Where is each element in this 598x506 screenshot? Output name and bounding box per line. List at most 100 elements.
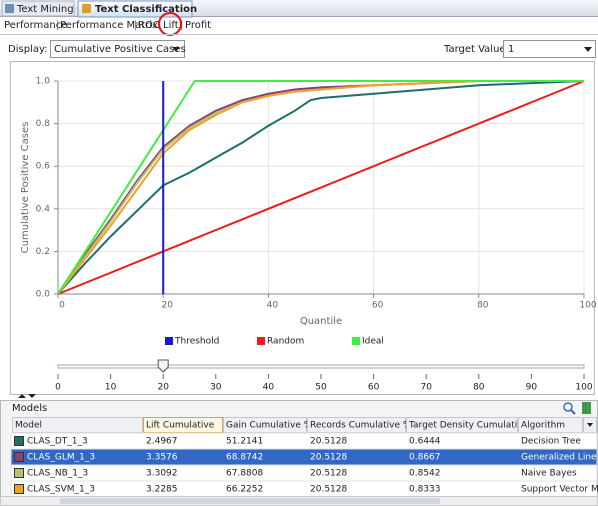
- table-cell: CLAS_GLM_1_3: [27, 453, 95, 463]
- target-dropdown[interactable]: [503, 40, 596, 58]
- slider-tick-label: 20: [157, 383, 169, 393]
- column-header-label[interactable]: Target Density Cumulative: [408, 421, 529, 431]
- subtab[interactable]: ROC: [138, 20, 160, 31]
- legend-swatch: [257, 337, 265, 345]
- splitter-arrows[interactable]: [18, 394, 36, 398]
- column-header-label[interactable]: Model: [15, 421, 42, 431]
- column-header-label[interactable]: Lift Cumulative: [146, 421, 215, 431]
- y-tick-label: 0.2: [36, 247, 50, 257]
- search-icon-handle: [570, 409, 576, 415]
- series-line: [57, 80, 584, 295]
- slider-tick-label: 100: [575, 383, 592, 393]
- x-tick-label: 80: [477, 301, 489, 311]
- table-cell: 3.3092: [146, 469, 178, 479]
- model-swatch: [14, 452, 24, 462]
- separator: |: [56, 20, 59, 31]
- slider-tick-label: 30: [210, 383, 222, 393]
- column-header-label[interactable]: Records Cumulative %: [310, 421, 412, 431]
- table-cell: 0.8667: [409, 453, 441, 463]
- search-icon[interactable]: [563, 402, 573, 412]
- slider-tick-label: 40: [263, 383, 275, 393]
- y-tick-label: 0.4: [36, 204, 51, 214]
- table-cell: 66.2252: [226, 485, 263, 495]
- tab-icon: [82, 4, 91, 13]
- legend-swatch: [165, 337, 173, 345]
- tab-icon: [5, 4, 14, 13]
- table-cell: 3.2285: [146, 485, 178, 495]
- table-row[interactable]: [10, 432, 598, 450]
- x-tick-label: 40: [267, 301, 279, 311]
- table-cell: 3.3576: [146, 453, 178, 463]
- legend-label: Threshold: [174, 337, 219, 347]
- table-cell: 0.8333: [409, 485, 441, 495]
- table-cell: 67.8808: [226, 469, 263, 479]
- y-tick-label: 0.6: [36, 162, 51, 172]
- x-tick-label: 100: [579, 301, 596, 311]
- legend-swatch: [352, 337, 360, 345]
- display-label: Display:: [8, 44, 48, 55]
- target-label: Target Value:: [443, 44, 509, 55]
- table-cell: 20.5128: [310, 437, 347, 447]
- x-tick-label: 20: [161, 301, 173, 311]
- table-cell: Decision Tree: [521, 437, 581, 447]
- table-cell: 20.5128: [310, 485, 347, 495]
- table-cell: 2.4967: [146, 437, 178, 447]
- series-line: [57, 80, 585, 295]
- table-cell: 68.8742: [226, 453, 263, 463]
- slider-tick-label: 50: [315, 383, 327, 393]
- slider-track[interactable]: [57, 364, 585, 369]
- table-cell: CLAS_SVM_1_3: [27, 485, 95, 495]
- scroll-thumb[interactable]: [60, 498, 440, 504]
- table-cell: CLAS_NB_1_3: [27, 469, 88, 479]
- display-dropdown[interactable]: [50, 40, 185, 58]
- tree-icon[interactable]: [582, 402, 591, 414]
- y-tick-label: 1.0: [36, 77, 51, 87]
- models-title: Models: [12, 403, 47, 414]
- table-cell: Support Vector M: [521, 485, 598, 495]
- table-cell: CLAS_DT_1_3: [27, 437, 88, 447]
- x-axis-title: Quantile: [300, 316, 342, 327]
- y-tick-label: 0.0: [36, 290, 51, 300]
- slider-tick-label: 70: [420, 383, 432, 393]
- model-curve: [57, 80, 584, 295]
- legend-label: Random: [267, 337, 304, 347]
- model-curve: [57, 80, 585, 295]
- dropdown-arrow: [172, 47, 180, 52]
- model-swatch: [14, 436, 24, 446]
- tab-label[interactable]: Text Classification: [95, 4, 197, 15]
- table-row[interactable]: [10, 448, 598, 466]
- slider-thumb[interactable]: [157, 359, 169, 373]
- y-tick-label: 0.8: [36, 119, 51, 129]
- table-cell: 20.5128: [310, 469, 347, 479]
- tab-label[interactable]: Text Mining: [16, 4, 74, 15]
- display-value[interactable]: Cumulative Positive Cases: [54, 44, 186, 55]
- column-header-label[interactable]: Algorithm: [521, 421, 565, 431]
- table-cell: 0.8542: [409, 469, 441, 479]
- tab[interactable]: [1, 0, 75, 17]
- model-swatch: [14, 468, 24, 478]
- dropdown-arrow: [584, 47, 592, 52]
- chart: 0.0 0.2 0.4 0.6 0.8 1.0 0 20 40 60 80 100 Quantile Cu…: [20, 77, 597, 393]
- separator: |: [134, 20, 137, 31]
- y-axis-title: Cumulative Positive Cases: [20, 122, 31, 254]
- table-cell: 0.6444: [409, 437, 441, 447]
- x-tick-label: 60: [372, 301, 384, 311]
- table-cell: 51.2141: [226, 437, 263, 447]
- subtab[interactable]: Profit: [185, 20, 211, 31]
- model-swatch: [14, 484, 24, 494]
- target-value[interactable]: 1: [508, 44, 514, 55]
- table-row[interactable]: [10, 480, 598, 498]
- table-row[interactable]: [10, 464, 598, 482]
- column-menu-arrow: [587, 423, 593, 427]
- subtab[interactable]: Performance: [4, 20, 67, 31]
- column-header-label[interactable]: Gain Cumulative %: [226, 421, 313, 431]
- subtab[interactable]: Performance Matrix: [60, 20, 158, 31]
- table-cell: 20.5128: [310, 453, 347, 463]
- slider-tick-label: 10: [105, 383, 117, 393]
- table-cell: Generalized Line: [521, 453, 597, 463]
- tab-active[interactable]: [77, 0, 193, 18]
- x-tick-label: 0: [59, 301, 65, 311]
- legend-label: Ideal: [362, 337, 384, 347]
- subtab-active[interactable]: Lift: [163, 20, 179, 31]
